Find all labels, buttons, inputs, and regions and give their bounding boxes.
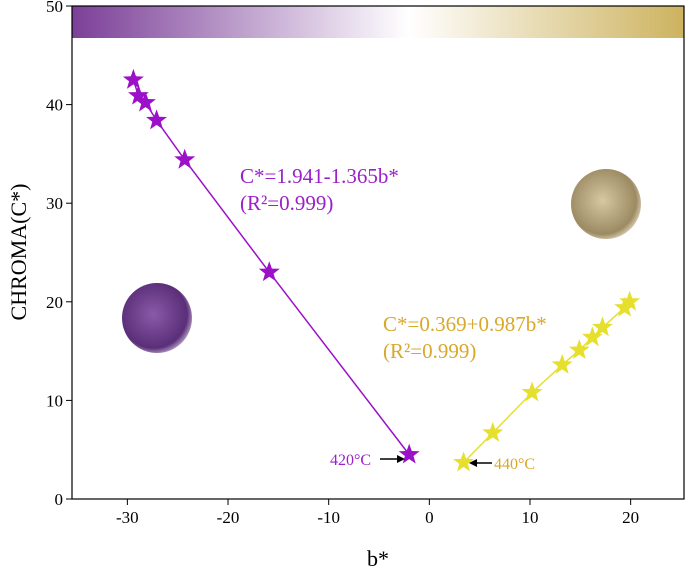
fit-equation: C*=1.941-1.365b* [240,164,399,188]
data-point [128,84,149,105]
data-point [258,261,280,282]
sample-dish [122,283,192,353]
y-tick-label: 50 [46,0,63,16]
y-tick-label: 0 [55,490,64,509]
temperature-label: 420°C [330,452,371,469]
data-point [453,451,474,472]
data-point [581,326,603,347]
r-squared: (R²=0.999) [240,191,333,215]
data-point [619,290,641,311]
r-squared: (R²=0.999) [383,339,476,363]
y-axis-label: CHROMA(C*) [6,184,31,321]
y-tick-label: 20 [46,293,63,312]
y-tick-label: 40 [46,96,63,115]
data-point [122,68,144,89]
fit-equation: C*=0.369+0.987b* [383,312,547,336]
y-tick-label: 30 [46,194,63,213]
x-tick-label: 10 [521,508,538,527]
x-tick-label: -30 [116,508,139,527]
data-point [146,109,167,130]
color-bar [72,6,684,38]
arrow [380,455,492,467]
plot-frame [71,5,685,500]
data-point [551,353,573,374]
data-point [135,91,156,112]
sample-dish [571,169,641,239]
data-point [174,148,196,169]
x-axis-label: b* [367,546,389,571]
data-point [592,316,613,337]
data-point [521,381,543,402]
y-tick-label: 10 [46,391,63,410]
data-point [482,421,504,442]
data-point [398,443,420,464]
x-tick-label: -20 [217,508,240,527]
x-tick-label: 20 [622,508,639,527]
data-point [568,339,590,359]
x-tick-label: -10 [317,508,340,527]
x-tick-label: 0 [425,508,434,527]
temperature-label: 440°C [494,456,535,473]
